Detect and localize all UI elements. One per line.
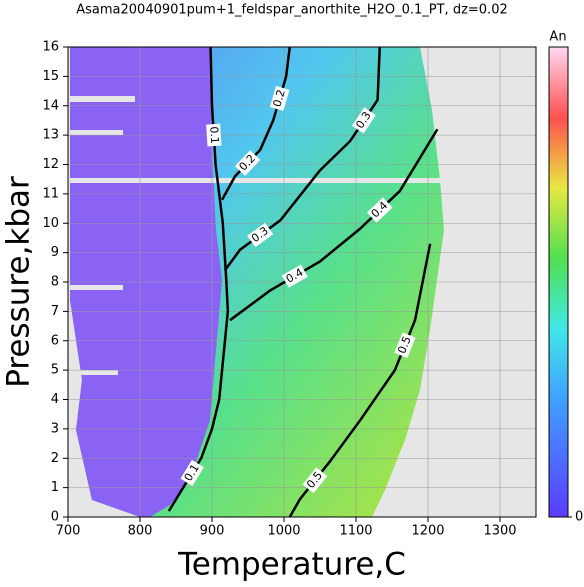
contour-label-group: 0.2 [269, 85, 290, 111]
gap-band [68, 285, 123, 290]
contour-label-bg [269, 85, 290, 111]
y-tick-label: 10 [42, 216, 59, 231]
y-tick-label: 8 [51, 275, 59, 290]
x-tick-label: 900 [200, 524, 225, 539]
contour-label-bg [247, 222, 274, 248]
gap-band [68, 178, 444, 183]
colorbar-label: An [549, 30, 566, 45]
x-tick-label: 800 [128, 524, 153, 539]
colorbar [548, 46, 569, 518]
contour-label-bg [180, 459, 204, 486]
colorbar-tick-label: 0 [575, 510, 583, 525]
contour-label-group: 0.1 [206, 123, 222, 147]
y-tick-label: 3 [51, 421, 59, 436]
grid [67, 46, 536, 518]
x-tick-label: 700 [56, 524, 81, 539]
axes: 700 800 900 1000 1100 1200 1300012345678910111… [42, 40, 583, 539]
y-tick-label: 1 [51, 480, 59, 495]
gap-band [68, 96, 135, 102]
contour-line [167, 46, 230, 512]
contour-line [223, 46, 382, 271]
x-tick-label: 1300 [483, 524, 516, 539]
y-tick-label: 0 [51, 510, 59, 525]
contour-label-bg [394, 332, 416, 358]
x-tick-label: 1100 [339, 524, 372, 539]
contour-label-group: 0.5 [394, 332, 416, 358]
contour-line [229, 128, 439, 322]
y-tick-label: 13 [42, 128, 59, 143]
y-tick-label: 16 [42, 40, 59, 55]
contour-label-group: 0.3 [351, 107, 376, 134]
y-tick-label: 4 [51, 392, 59, 407]
contour-label: 0.1 [207, 126, 221, 144]
x-axis-label: Temperature,C [177, 547, 406, 583]
gap-band [68, 130, 123, 135]
y-axis-label: Pressure,kbar [1, 176, 37, 388]
y-tick-label: 14 [42, 98, 59, 113]
y-tick-label: 2 [51, 451, 59, 466]
x-tick-label: 1200 [411, 524, 444, 539]
contour-label-bg [351, 107, 376, 134]
contour-line [220, 46, 292, 201]
contour-label-bg [366, 197, 393, 223]
y-tick-label: 7 [51, 304, 59, 319]
contour-label-bg [206, 123, 222, 147]
gap-band [68, 370, 118, 375]
y-tick-label: 5 [51, 363, 59, 378]
y-tick-label: 15 [42, 69, 59, 84]
x-tick-label: 1000 [267, 524, 300, 539]
y-tick-label: 9 [51, 245, 59, 260]
y-tick-label: 11 [42, 186, 59, 201]
y-tick-label: 12 [42, 157, 59, 172]
contour-line [288, 243, 432, 518]
contour-label-bg [234, 150, 261, 176]
contour-label-group: 0.1 [180, 459, 204, 486]
contour-label: 0.5 [395, 334, 414, 355]
contour-label-bg [302, 467, 328, 494]
contour-label-bg [281, 264, 308, 288]
contour-label: 0.2 [270, 88, 287, 108]
y-tick-label: 6 [51, 333, 59, 348]
chart-title: Asama20040901pum+1_feldspar_anorthite_H2… [76, 3, 507, 18]
contour-label-group: 0.4 [281, 264, 308, 288]
contour-label-group: 0.3 [247, 222, 274, 248]
